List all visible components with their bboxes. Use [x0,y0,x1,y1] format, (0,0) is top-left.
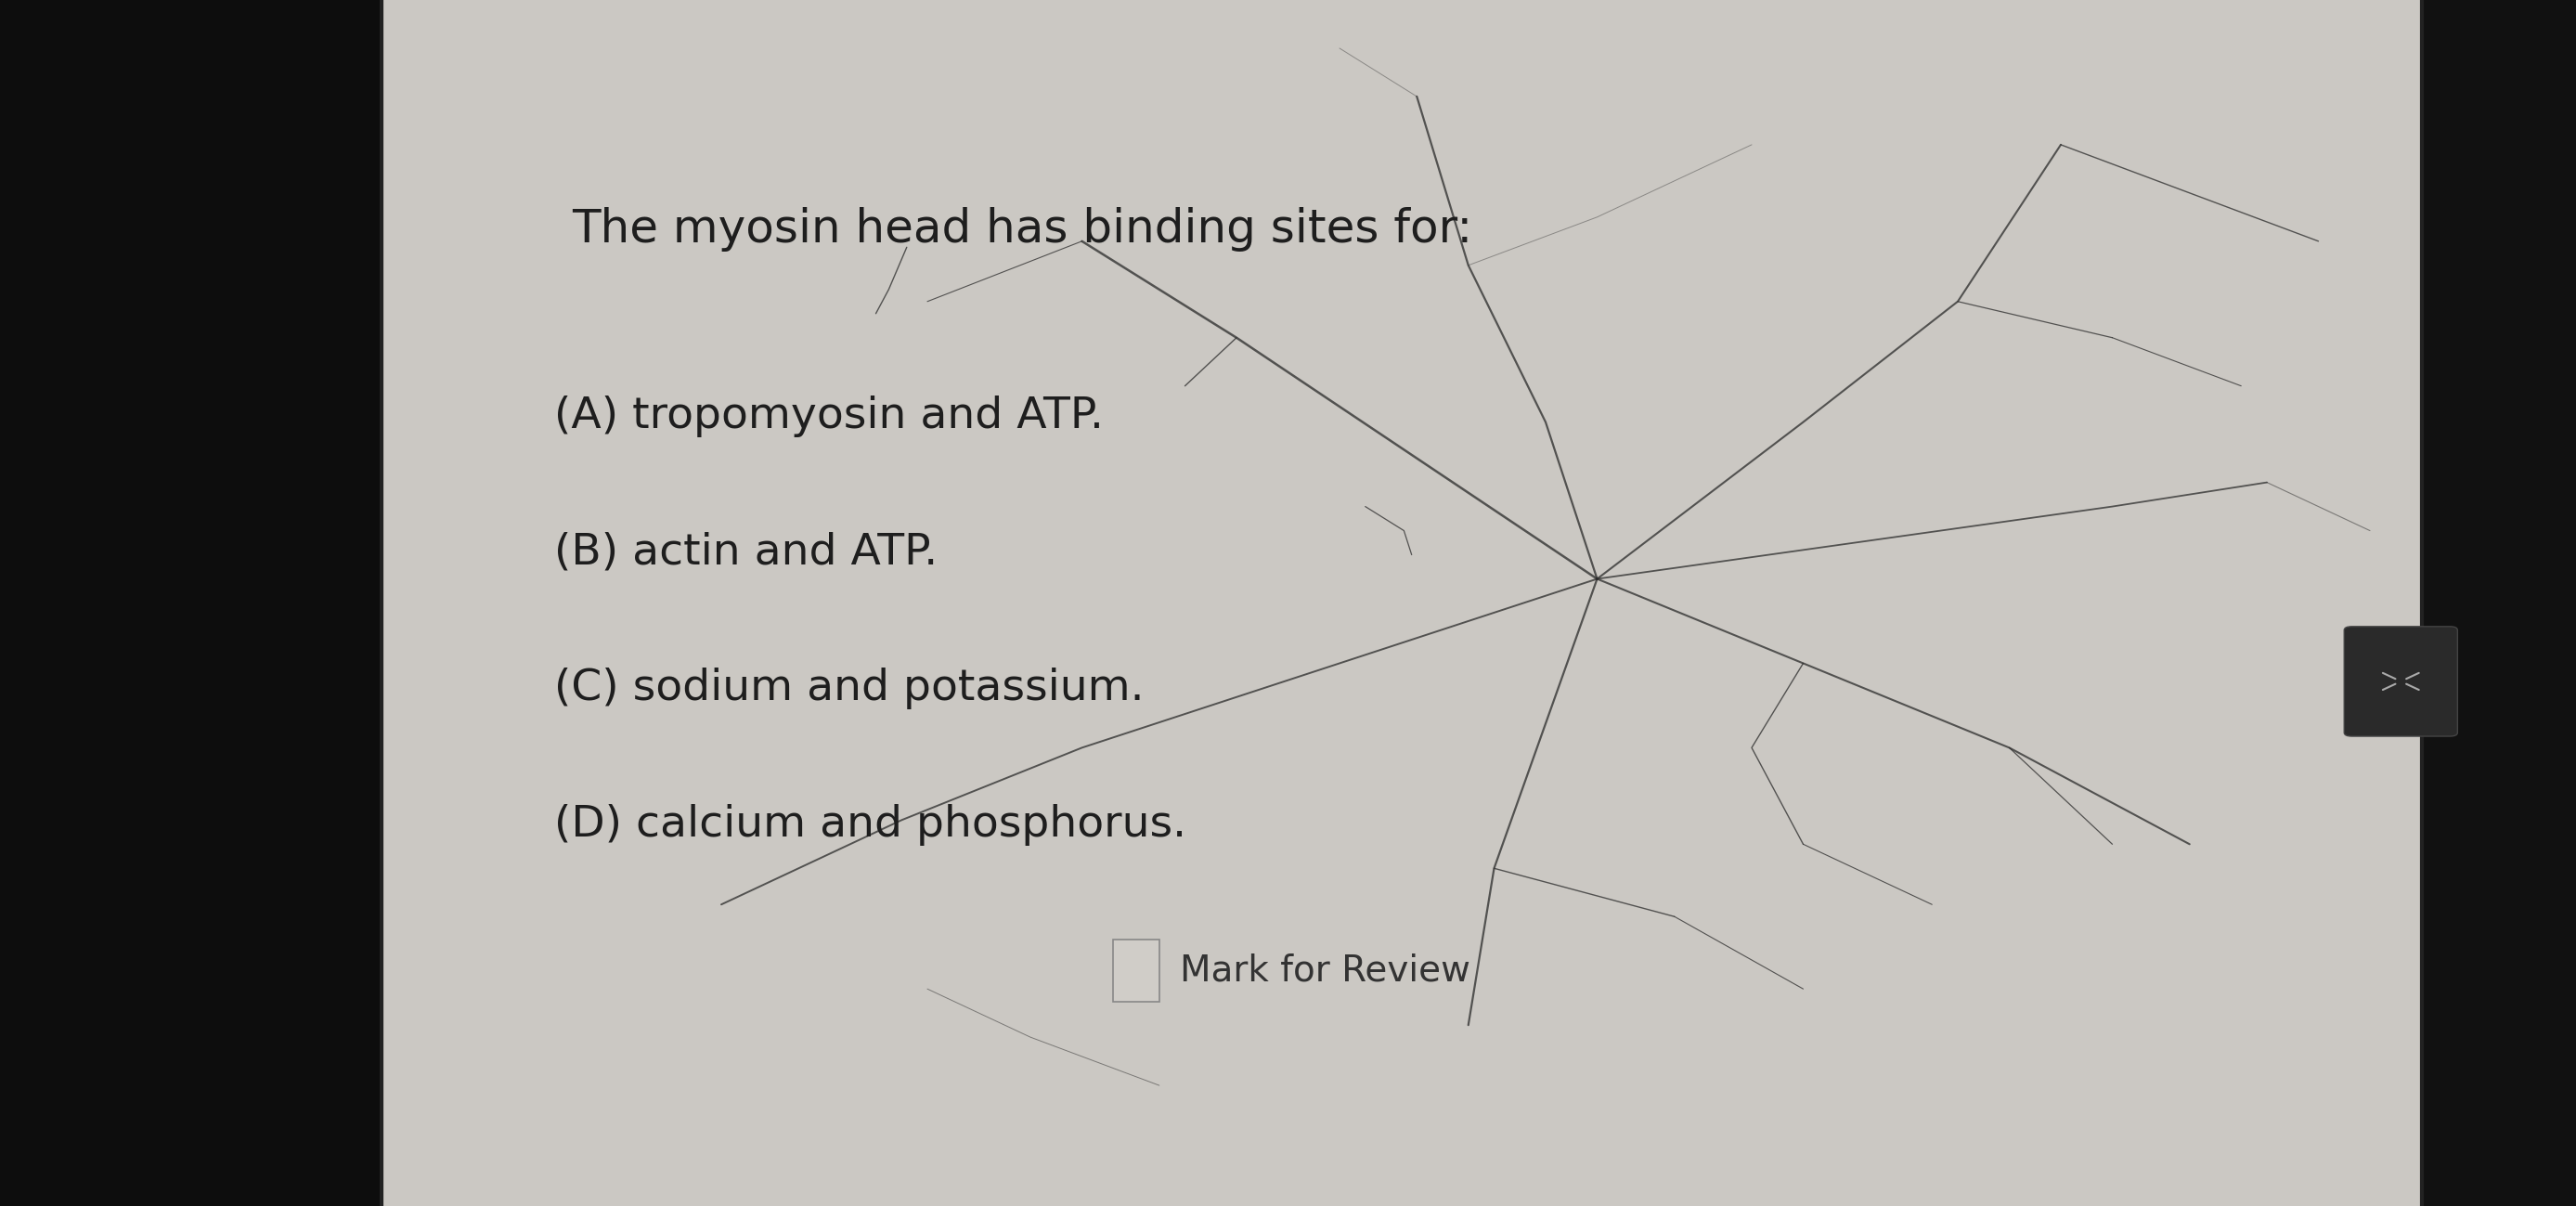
Bar [994,0,1095,1206]
Bar [1095,0,1198,1206]
Bar [1504,0,1605,1206]
Bar [1911,0,2014,1206]
Bar [2318,0,2421,1206]
FancyBboxPatch shape [2344,627,2458,736]
Bar [381,0,2421,1206]
Text: (B) actin and ATP.: (B) actin and ATP. [554,532,938,573]
Text: (D) calcium and phosphorus.: (D) calcium and phosphorus. [554,804,1185,845]
Bar [2218,0,2318,1206]
Text: (C) sodium and potassium.: (C) sodium and potassium. [554,668,1144,709]
Bar [1401,0,1504,1206]
Bar [1708,0,1808,1206]
Bar [688,0,788,1206]
Text: The myosin head has binding sites for:: The myosin head has binding sites for: [572,207,1473,251]
Bar [788,0,891,1206]
Bar [1808,0,1911,1206]
Bar [1605,0,1708,1206]
Bar [2115,0,2218,1206]
Bar [585,0,688,1206]
Bar [381,0,484,1206]
Bar [891,0,994,1206]
Bar [1298,0,1401,1206]
Text: (A) tropomyosin and ATP.: (A) tropomyosin and ATP. [554,396,1103,437]
Text: Mark for Review: Mark for Review [1180,953,1471,989]
Bar [1198,0,1298,1206]
Bar [2014,0,2115,1206]
Bar [2421,0,2576,1206]
Bar [484,0,585,1206]
Bar [0,0,381,1206]
Bar [1113,939,1159,1002]
